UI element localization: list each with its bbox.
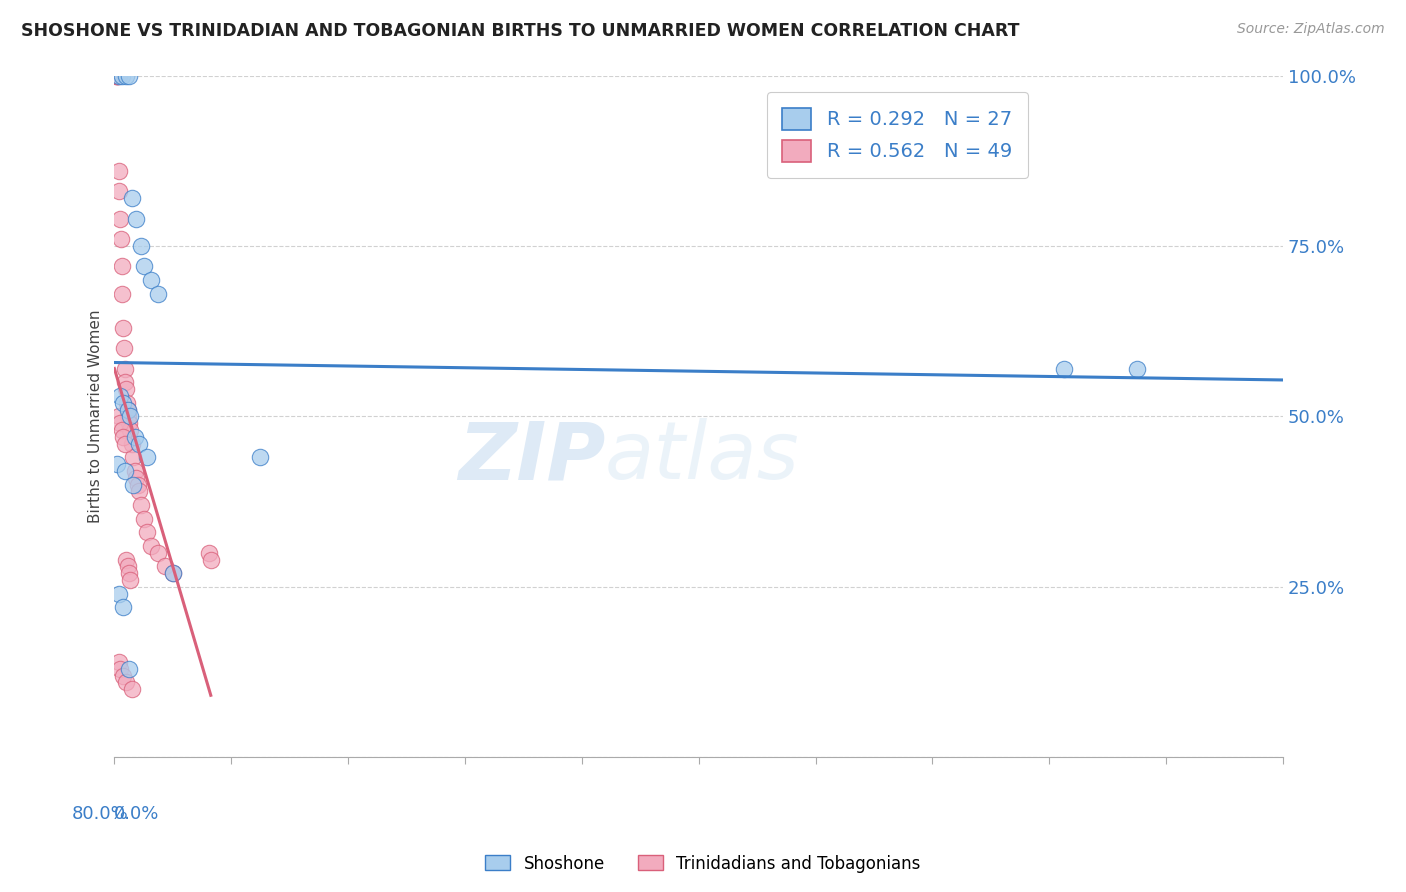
Point: [120, 573, 142, 587]
Point: [104, 69, 127, 83]
Point: [124, 430, 146, 444]
Point: [107, 655, 129, 669]
Point: [105, 69, 128, 83]
Point: [107, 69, 129, 83]
Point: [200, 552, 222, 566]
Point: [249, 450, 271, 465]
Text: SHOSHONE VS TRINIDADIAN AND TOBAGONIAN BIRTHS TO UNMARRIED WOMEN CORRELATION CHA: SHOSHONE VS TRINIDADIAN AND TOBAGONIAN B…: [21, 22, 1019, 40]
Point: [128, 484, 150, 499]
Point: [108, 211, 131, 226]
Point: [129, 498, 152, 512]
Point: [111, 69, 134, 83]
Point: [115, 382, 138, 396]
Point: [124, 464, 146, 478]
Point: [132, 512, 155, 526]
Point: [125, 471, 148, 485]
Point: [107, 587, 129, 601]
Point: [114, 436, 136, 450]
Point: [155, 559, 177, 574]
Y-axis label: Births to Unmarried Women: Births to Unmarried Women: [89, 310, 103, 524]
Point: [115, 396, 138, 410]
Point: [148, 286, 170, 301]
Point: [121, 191, 143, 205]
Point: [118, 417, 141, 431]
Point: [108, 417, 131, 431]
Point: [162, 566, 184, 581]
Point: [129, 239, 152, 253]
Point: [112, 321, 135, 335]
Point: [115, 552, 138, 566]
Point: [112, 600, 135, 615]
Point: [111, 423, 134, 437]
Point: [111, 260, 134, 274]
Point: [110, 232, 132, 246]
Point: [162, 566, 184, 581]
Point: [114, 361, 136, 376]
Point: [135, 450, 157, 465]
Point: [108, 185, 131, 199]
Point: [118, 662, 141, 676]
Point: [112, 341, 135, 355]
Point: [139, 273, 162, 287]
Text: 0.0%: 0.0%: [114, 805, 160, 823]
Point: [118, 69, 141, 83]
Point: [125, 211, 148, 226]
Point: [1053, 361, 1076, 376]
Point: [135, 525, 157, 540]
Point: [107, 164, 129, 178]
Point: [139, 539, 162, 553]
Point: [115, 675, 138, 690]
Point: [122, 450, 145, 465]
Point: [111, 286, 134, 301]
Point: [127, 477, 149, 491]
Point: [117, 409, 139, 424]
Text: 80.0%: 80.0%: [72, 805, 129, 823]
Point: [122, 477, 145, 491]
Point: [114, 464, 136, 478]
Point: [121, 682, 143, 697]
Point: [115, 69, 138, 83]
Legend: Shoshone, Trinidadians and Tobagonians: Shoshone, Trinidadians and Tobagonians: [478, 848, 928, 880]
Point: [117, 402, 139, 417]
Point: [107, 69, 129, 83]
Point: [128, 436, 150, 450]
Text: atlas: atlas: [605, 418, 800, 496]
Point: [120, 409, 142, 424]
Point: [114, 376, 136, 390]
Point: [198, 546, 221, 560]
Point: [112, 668, 135, 682]
Text: ZIP: ZIP: [458, 418, 605, 496]
Point: [105, 457, 128, 471]
Point: [108, 662, 131, 676]
Text: Source: ZipAtlas.com: Source: ZipAtlas.com: [1237, 22, 1385, 37]
Point: [117, 402, 139, 417]
Point: [105, 69, 128, 83]
Point: [117, 559, 139, 574]
Point: [148, 546, 170, 560]
Point: [120, 423, 142, 437]
Point: [112, 430, 135, 444]
Point: [118, 566, 141, 581]
Legend: R = 0.292   N = 27, R = 0.562   N = 49: R = 0.292 N = 27, R = 0.562 N = 49: [766, 92, 1028, 178]
Point: [132, 260, 155, 274]
Point: [112, 396, 135, 410]
Point: [108, 389, 131, 403]
Point: [1126, 361, 1149, 376]
Point: [121, 436, 143, 450]
Point: [107, 409, 129, 424]
